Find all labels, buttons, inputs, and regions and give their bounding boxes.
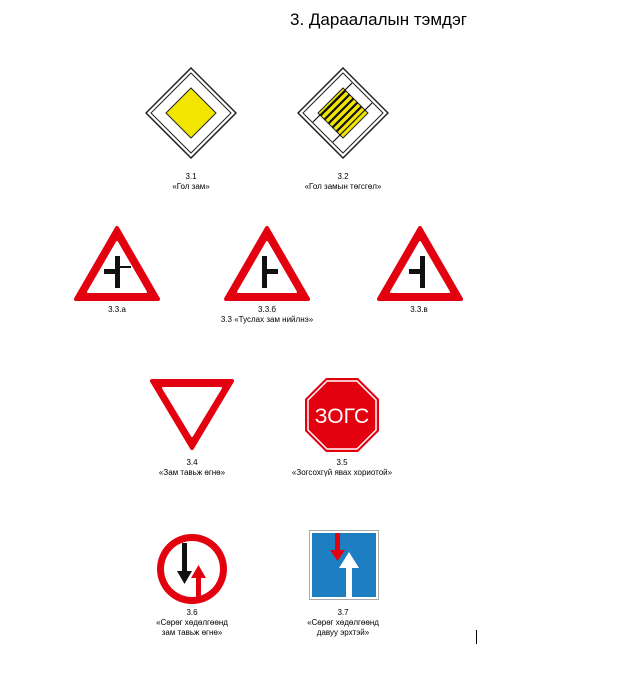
sign-3-3b-caption: 3.3.б 3.3 «Туслах зам нийлнэ» [202, 305, 332, 325]
give-way-sign [150, 379, 234, 450]
stop-sign-text: ЗОГС [315, 405, 369, 428]
main-road-sign [145, 67, 237, 159]
stop-sign: ЗОГС [305, 378, 379, 452]
sign-label: «Гол зам» [172, 182, 210, 191]
sign-label: «Зам тавьж өгнө» [158, 468, 226, 477]
sign-3-7-caption: 3.7 «Сөрөг хөдөлгөөнд давуу эрхтэй» [293, 608, 393, 638]
sign-3-4-caption: 3.4 «Зам тавьж өгнө» [142, 458, 242, 478]
sign-3-2-caption: 3.2 «Гол замын төгсгөл» [283, 172, 403, 192]
sign-label: 3.3 «Туслах зам нийлнэ» [220, 315, 314, 324]
sign-3-3v-caption: 3.3.в [399, 305, 439, 315]
sign-number: 3.4 [186, 458, 198, 467]
priority-over-oncoming-sign [309, 530, 379, 600]
text-cursor [476, 630, 477, 644]
sign-label-line1: «Сөрөг хөдөлгөөнд [156, 618, 228, 627]
sign-number: 3.6 [186, 608, 198, 617]
sign-number: 3.2 [337, 172, 349, 181]
sign-label: «Гол замын төгсгөл» [304, 182, 382, 191]
sign-3-5-caption: 3.5 «Зогсохгүй явах хориотой» [278, 458, 406, 478]
sign-number: 3.1 [185, 172, 197, 181]
side-road-junction-sign-b [224, 226, 310, 301]
sign-number: 3.3.а [108, 305, 126, 314]
sign-3-3a-caption: 3.3.а [97, 305, 137, 315]
sign-number: 3.3.в [410, 305, 428, 314]
yield-to-oncoming-sign [157, 534, 227, 604]
end-of-main-road-sign [297, 67, 389, 159]
sign-label-line1: «Сөрөг хөдөлгөөнд [307, 618, 379, 627]
page-title: 3. Дараалалын тэмдэг [290, 10, 467, 29]
sign-number: 3.5 [336, 458, 348, 467]
sign-label-line2: давуу эрхтэй» [316, 628, 370, 637]
sign-label: «Зогсохгүй явах хориотой» [291, 468, 393, 477]
side-road-junction-sign-v [377, 226, 463, 301]
side-road-junction-sign-a [74, 226, 160, 301]
sign-label-line2: зам тавьж өгнө» [161, 628, 223, 637]
sign-3-1-caption: 3.1 «Гол зам» [141, 172, 241, 192]
sign-3-6-caption: 3.6 «Сөрөг хөдөлгөөнд зам тавьж өгнө» [142, 608, 242, 638]
sign-number: 3.7 [337, 608, 349, 617]
sign-number: 3.3.б [258, 305, 276, 314]
